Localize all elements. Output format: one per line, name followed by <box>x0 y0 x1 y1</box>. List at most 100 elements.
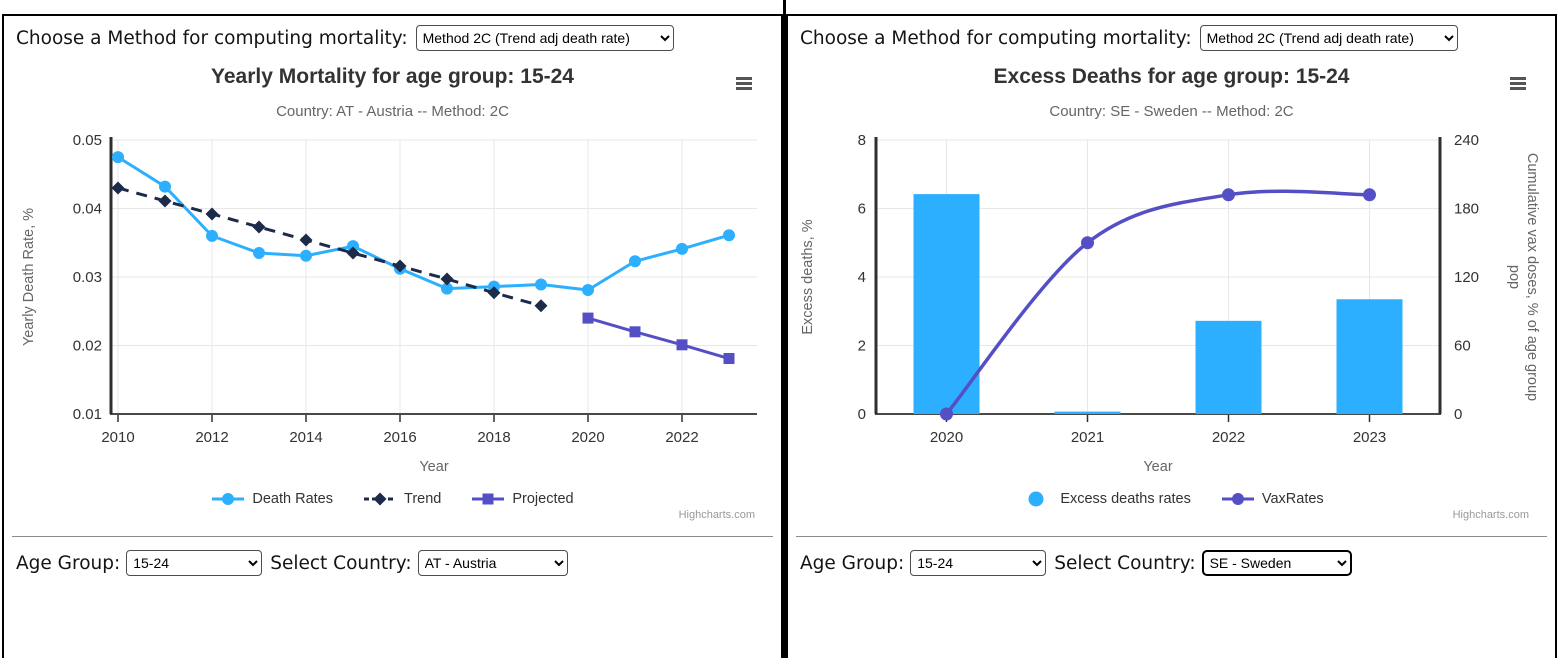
bar-2021 <box>1054 411 1121 414</box>
legend-marker-icon <box>1028 491 1044 507</box>
series-Projected <box>587 316 729 360</box>
svg-text:0: 0 <box>1454 406 1462 423</box>
chart-title: Excess Deaths for age group: 15-24 <box>993 65 1350 88</box>
svg-text:2010: 2010 <box>101 429 134 446</box>
legend-item-trend[interactable]: Trend <box>363 491 441 507</box>
point-marker <box>158 194 171 208</box>
point-marker <box>252 247 265 260</box>
legend-label: Trend <box>404 491 442 507</box>
controls-row: Age Group: 15-24 Select Country: AT - Au… <box>16 550 781 576</box>
mortality-line-plot: 0.01 0.02 0.03 0.04 0.05 2010 2012 2014 2016 2018… <box>21 132 757 475</box>
panel-divider <box>783 0 786 658</box>
svg-text:Excess deaths, %: Excess deaths, % <box>800 219 816 334</box>
point-marker <box>252 220 265 234</box>
method-row: Choose a Method for computing mortality:… <box>16 25 781 51</box>
country-select[interactable]: AT - Austria <box>417 550 568 576</box>
legend-label: Projected <box>512 491 574 507</box>
point-marker <box>723 353 734 365</box>
section-rule <box>796 536 1547 537</box>
point-marker <box>1081 236 1094 250</box>
chart-legend: Excess deaths rates VaxRates <box>788 491 1555 507</box>
age-group-label: Age Group: <box>800 552 905 574</box>
svg-text:2018: 2018 <box>477 429 510 446</box>
point-marker <box>1222 188 1235 202</box>
point-marker <box>299 249 312 262</box>
chart-title: Yearly Mortality for age group: 15-24 <box>211 65 574 88</box>
svg-text:2016: 2016 <box>383 429 416 446</box>
highcharts-credit-link[interactable]: Highcharts.com <box>678 509 755 521</box>
point-marker <box>675 242 688 255</box>
country-label: Select Country: <box>270 552 412 574</box>
highcharts-credit-link[interactable]: Highcharts.com <box>1452 509 1529 521</box>
legend-label: Death Rates <box>252 491 333 507</box>
svg-text:2014: 2014 <box>289 429 322 446</box>
yearly-mortality-panel: Choose a Method for computing mortality:… <box>2 14 783 658</box>
point-marker <box>1231 493 1244 505</box>
method-label: Choose a Method for computing mortality: <box>16 27 408 49</box>
point-marker <box>222 493 235 505</box>
svg-text:2020: 2020 <box>930 429 963 446</box>
point-marker <box>205 229 218 242</box>
point-marker <box>299 233 312 247</box>
method-select[interactable]: Method 2C (Trend adj death rate) <box>1199 25 1458 51</box>
excess-deaths-plot: 0 2 4 6 8 0 60 120 180 240 2020 2021 2022 2023 Excess … <box>800 132 1540 475</box>
legend-item-excess-deaths-rates[interactable]: Excess deaths rates <box>1019 491 1191 507</box>
point-marker <box>534 278 547 291</box>
method-select[interactable]: Method 2C (Trend adj death rate) <box>415 25 674 51</box>
country-label: Select Country: <box>1054 552 1196 574</box>
svg-text:240: 240 <box>1454 132 1479 149</box>
point-marker <box>1363 188 1376 202</box>
svg-text:Cumulative vax doses, % of age: Cumulative vax doses, % of age grouppop <box>1506 153 1540 401</box>
point-marker <box>440 272 453 286</box>
svg-text:2020: 2020 <box>571 429 604 446</box>
age-group-select[interactable]: 15-24 <box>126 550 263 576</box>
point-marker <box>487 286 500 300</box>
legend-item-death-rates[interactable]: Death Rates <box>211 491 333 507</box>
point-marker <box>205 207 218 221</box>
point-marker <box>582 312 593 324</box>
point-marker <box>346 240 359 253</box>
point-marker <box>676 339 687 351</box>
legend-marker-icon <box>364 492 396 506</box>
svg-text:2023: 2023 <box>1353 429 1386 446</box>
svg-text:0.02: 0.02 <box>72 338 101 355</box>
point-marker <box>346 246 359 260</box>
legend-marker-icon <box>1221 493 1254 505</box>
svg-text:2012: 2012 <box>195 429 228 446</box>
svg-text:60: 60 <box>1454 338 1471 355</box>
svg-text:Year: Year <box>1143 459 1172 475</box>
country-select[interactable]: SE - Sweden <box>1201 550 1352 576</box>
svg-text:0.04: 0.04 <box>72 201 101 218</box>
svg-text:6: 6 <box>858 201 866 218</box>
svg-text:0.01: 0.01 <box>72 406 101 423</box>
chart-context-menu-button[interactable] <box>733 67 755 87</box>
hamburger-icon <box>1510 76 1526 80</box>
method-row: Choose a Method for computing mortality:… <box>800 25 1555 51</box>
chart-subtitle: Country: AT - Austria -- Method: 2C <box>276 103 509 120</box>
point-marker <box>581 284 594 297</box>
point-marker <box>940 407 953 421</box>
legend-label: Excess deaths rates <box>1060 491 1191 507</box>
point-marker <box>111 181 124 195</box>
legend-marker-icon <box>212 493 245 505</box>
point-marker <box>111 151 124 164</box>
bar-2023 <box>1336 299 1403 414</box>
chart-context-menu-button[interactable] <box>1507 67 1529 87</box>
age-group-select[interactable]: 15-24 <box>910 550 1047 576</box>
point-marker <box>628 255 641 268</box>
series-Death Rates <box>116 155 729 292</box>
point-marker <box>158 180 171 193</box>
legend-marker-icon <box>472 493 505 505</box>
point-marker <box>393 259 406 273</box>
legend-label: VaxRates <box>1261 491 1324 507</box>
bar-2022 <box>1195 320 1262 414</box>
svg-text:0: 0 <box>858 406 866 423</box>
age-group-label: Age Group: <box>16 552 121 574</box>
legend-item-vaxrates[interactable]: VaxRates <box>1221 491 1324 507</box>
legend-item-projected[interactable]: Projected <box>471 491 574 507</box>
method-label: Choose a Method for computing mortality: <box>800 27 1192 49</box>
point-marker <box>373 492 387 506</box>
svg-text:2022: 2022 <box>1212 429 1245 446</box>
point-marker <box>482 493 494 505</box>
chart-subtitle: Country: SE - Sweden -- Method: 2C <box>1049 103 1294 120</box>
